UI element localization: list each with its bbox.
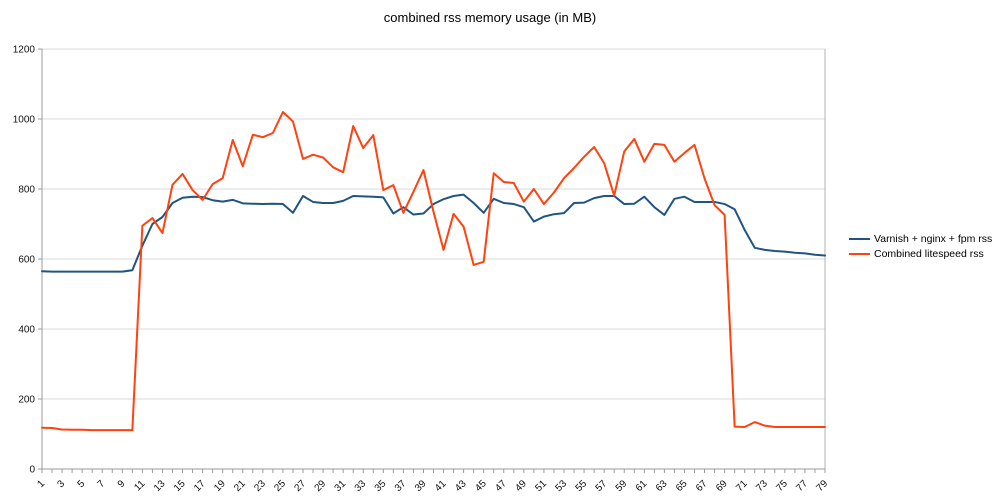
x-axis-label: 3 (55, 478, 67, 490)
x-axis-label: 39 (413, 478, 429, 494)
x-axis-label: 13 (152, 478, 168, 494)
x-axis-label: 9 (116, 478, 128, 490)
x-axis-label: 59 (614, 478, 630, 494)
y-axis-label: 1200 (13, 45, 36, 56)
x-axis-label: 11 (132, 478, 147, 493)
x-axis-label: 27 (292, 478, 308, 494)
x-axis-label: 7 (96, 478, 108, 490)
x-axis-label: 53 (553, 478, 569, 494)
x-axis-label: 29 (313, 478, 329, 494)
x-axis-label: 63 (654, 478, 670, 494)
x-axis-label: 73 (754, 478, 770, 494)
series-line-combined-litespeed-rss (41, 111, 826, 432)
litespeed-series-swatch (849, 253, 870, 255)
x-axis-label: 79 (814, 478, 830, 494)
x-axis-label: 23 (252, 478, 268, 494)
x-axis-label: 45 (473, 478, 489, 494)
varnish-series-label: Varnish + nginx + fpm rss (874, 233, 993, 245)
x-axis-label: 31 (333, 478, 349, 494)
x-axis-label: 41 (433, 478, 449, 494)
x-axis-label: 43 (453, 478, 469, 494)
x-axis-label: 35 (373, 478, 389, 494)
chart-title: combined rss memory usage (in MB) (383, 10, 597, 25)
x-axis-label: 61 (634, 478, 650, 494)
x-axis-label: 55 (574, 478, 590, 494)
chart-legend: Varnish + nginx + fpm rss Combined lites… (849, 233, 992, 260)
x-axis-label: 77 (794, 478, 810, 494)
x-axis-label: 67 (694, 478, 710, 494)
y-axis-label: 800 (18, 185, 35, 196)
x-axis-label: 49 (513, 478, 529, 494)
x-axis-label: 15 (172, 478, 188, 494)
y-axis-label: 1000 (13, 115, 36, 126)
x-axis-label: 19 (212, 478, 228, 494)
x-axis-label: 65 (674, 478, 690, 494)
varnish-series-swatch (849, 238, 870, 240)
x-axis-label: 1 (35, 478, 47, 490)
y-axis-label: 600 (18, 255, 35, 266)
x-axis-label: 37 (393, 478, 409, 494)
litespeed-series-label: Combined litespeed rss (874, 248, 984, 260)
x-axis-label: 33 (353, 478, 369, 494)
y-axis-label: 400 (18, 325, 35, 336)
series-line-varnish-nginx-fpm-rss (41, 193, 826, 273)
x-axis-label: 21 (232, 478, 248, 494)
x-axis-label: 75 (774, 478, 790, 494)
x-axis-label: 47 (493, 478, 509, 494)
x-axis-label: 51 (533, 478, 549, 494)
x-axis-label: 25 (272, 478, 288, 494)
x-axis-label: 57 (594, 478, 610, 494)
x-axis-label: 17 (192, 478, 208, 494)
legend-entry-litespeed: Combined litespeed rss (849, 248, 992, 260)
x-axis-label: 69 (714, 478, 730, 494)
y-axis-label: 0 (29, 465, 35, 476)
y-axis-label: 200 (18, 395, 35, 406)
x-axis-label: 71 (734, 478, 750, 494)
legend-entry-varnish: Varnish + nginx + fpm rss (849, 233, 992, 245)
x-axis-label: 5 (76, 478, 88, 490)
